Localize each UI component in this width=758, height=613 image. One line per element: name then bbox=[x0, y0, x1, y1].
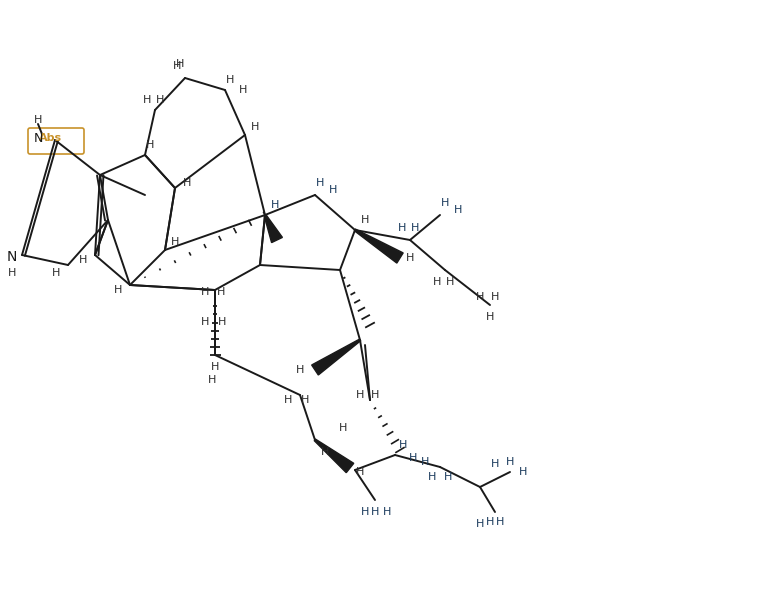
Text: H: H bbox=[211, 362, 219, 372]
Text: H: H bbox=[34, 115, 42, 125]
Text: H: H bbox=[316, 178, 324, 188]
Text: H: H bbox=[476, 519, 484, 529]
Text: N: N bbox=[33, 132, 42, 145]
Text: H: H bbox=[476, 292, 484, 302]
Text: H: H bbox=[183, 178, 191, 188]
Text: H: H bbox=[329, 185, 337, 195]
Text: H: H bbox=[239, 85, 247, 95]
Text: H: H bbox=[176, 59, 184, 69]
Text: H: H bbox=[486, 517, 494, 527]
Text: H: H bbox=[114, 285, 122, 295]
Text: H: H bbox=[406, 253, 414, 263]
Text: H: H bbox=[496, 517, 504, 527]
Text: H: H bbox=[217, 287, 225, 297]
Text: H: H bbox=[518, 467, 527, 477]
Text: H: H bbox=[421, 457, 429, 467]
Text: H: H bbox=[171, 237, 179, 247]
Text: H: H bbox=[296, 365, 304, 375]
Text: H: H bbox=[208, 375, 216, 385]
Text: H: H bbox=[371, 507, 379, 517]
Polygon shape bbox=[264, 215, 283, 243]
Text: H: H bbox=[283, 395, 292, 405]
Text: H: H bbox=[201, 317, 209, 327]
Text: H: H bbox=[356, 390, 364, 400]
Text: H: H bbox=[383, 507, 391, 517]
Text: H: H bbox=[441, 198, 449, 208]
Text: H: H bbox=[444, 472, 453, 482]
Text: H: H bbox=[361, 215, 369, 225]
Text: Abs: Abs bbox=[39, 133, 61, 143]
Text: H: H bbox=[491, 459, 500, 469]
Text: H: H bbox=[446, 277, 454, 287]
Text: H: H bbox=[454, 205, 462, 215]
Polygon shape bbox=[315, 440, 354, 473]
Text: H: H bbox=[79, 255, 87, 265]
Text: H: H bbox=[361, 507, 369, 517]
FancyBboxPatch shape bbox=[28, 128, 84, 154]
Text: N: N bbox=[7, 250, 17, 264]
Text: H: H bbox=[218, 317, 226, 327]
Text: H: H bbox=[398, 223, 406, 233]
Text: H: H bbox=[8, 268, 16, 278]
Text: H: H bbox=[251, 122, 259, 132]
Polygon shape bbox=[355, 229, 403, 263]
Text: H: H bbox=[486, 312, 494, 322]
Text: H: H bbox=[143, 95, 151, 105]
Text: H: H bbox=[409, 453, 417, 463]
Polygon shape bbox=[312, 339, 361, 375]
Text: H: H bbox=[301, 395, 309, 405]
Text: H: H bbox=[433, 277, 441, 287]
Text: H: H bbox=[339, 423, 347, 433]
Text: H: H bbox=[173, 61, 181, 71]
Text: H: H bbox=[399, 440, 407, 450]
Text: H: H bbox=[356, 467, 364, 477]
Text: H: H bbox=[156, 95, 164, 105]
Text: H: H bbox=[506, 457, 514, 467]
Text: H: H bbox=[371, 390, 379, 400]
Text: H: H bbox=[52, 268, 60, 278]
Text: H: H bbox=[428, 472, 436, 482]
Text: H: H bbox=[491, 292, 500, 302]
Text: H: H bbox=[146, 140, 154, 150]
Text: H: H bbox=[411, 223, 419, 233]
Text: H: H bbox=[271, 200, 279, 210]
Text: H: H bbox=[201, 287, 209, 297]
Text: H: H bbox=[226, 75, 234, 85]
Text: H: H bbox=[321, 447, 329, 457]
